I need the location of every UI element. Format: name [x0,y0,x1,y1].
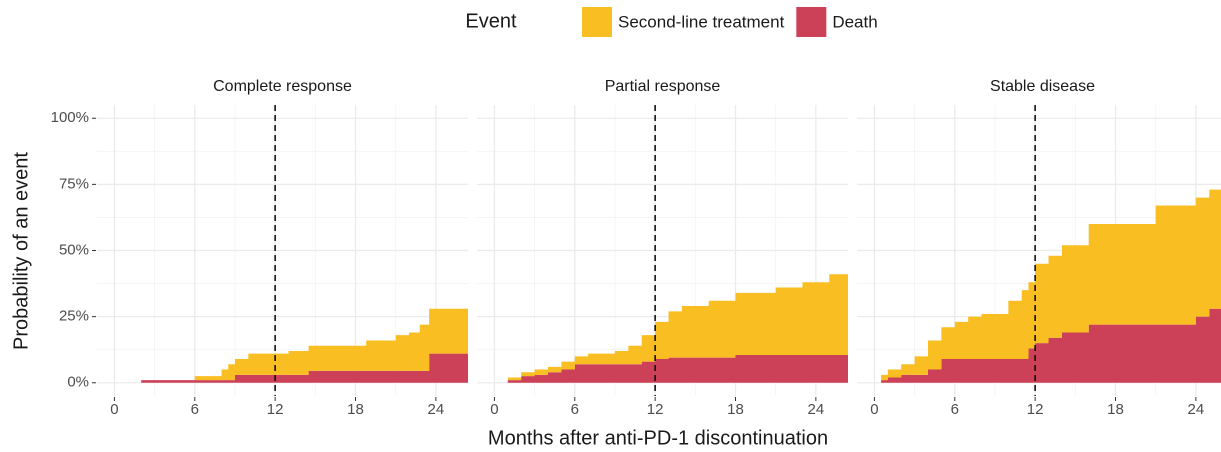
legend-label: Second-line treatment [618,12,785,31]
x-tick-label: 24 [1188,401,1205,418]
area [874,308,1221,383]
x-tick-label: 12 [647,401,664,418]
x-tick-label: 6 [571,401,579,418]
x-tick-label: 18 [347,401,364,418]
facet-title: Stable disease [990,78,1095,95]
x-tick-label: 6 [951,401,959,418]
x-tick-label: 0 [870,401,878,418]
y-tick-label: 0% [67,374,89,391]
legend-label: Death [832,12,877,31]
x-axis-label: Months after anti-PD-1 discontinuation [488,427,828,449]
legend-swatch [582,7,612,37]
area [874,189,1221,383]
area [114,353,468,383]
area [114,308,468,383]
y-axis-label: Probability of an event [10,152,32,350]
x-tick-label: 0 [110,401,118,418]
facet-title: Complete response [213,78,352,95]
x-tick-label: 0 [490,401,498,418]
area [494,274,848,383]
x-tick-label: 6 [191,401,199,418]
x-tick-label: 24 [428,401,445,418]
y-tick-label: 25% [59,308,89,325]
legend-title: Event [465,10,517,32]
y-tick-label: 100% [51,109,89,126]
x-tick-label: 18 [727,401,744,418]
y-tick-label: 50% [59,241,89,258]
x-tick-label: 18 [1107,401,1124,418]
facet-title: Partial response [605,78,721,95]
x-tick-label: 12 [1027,401,1044,418]
y-tick-label: 75% [59,175,89,192]
x-tick-label: 12 [267,401,284,418]
area [494,354,848,383]
legend-swatch [796,7,827,37]
x-tick-label: 24 [808,401,825,418]
